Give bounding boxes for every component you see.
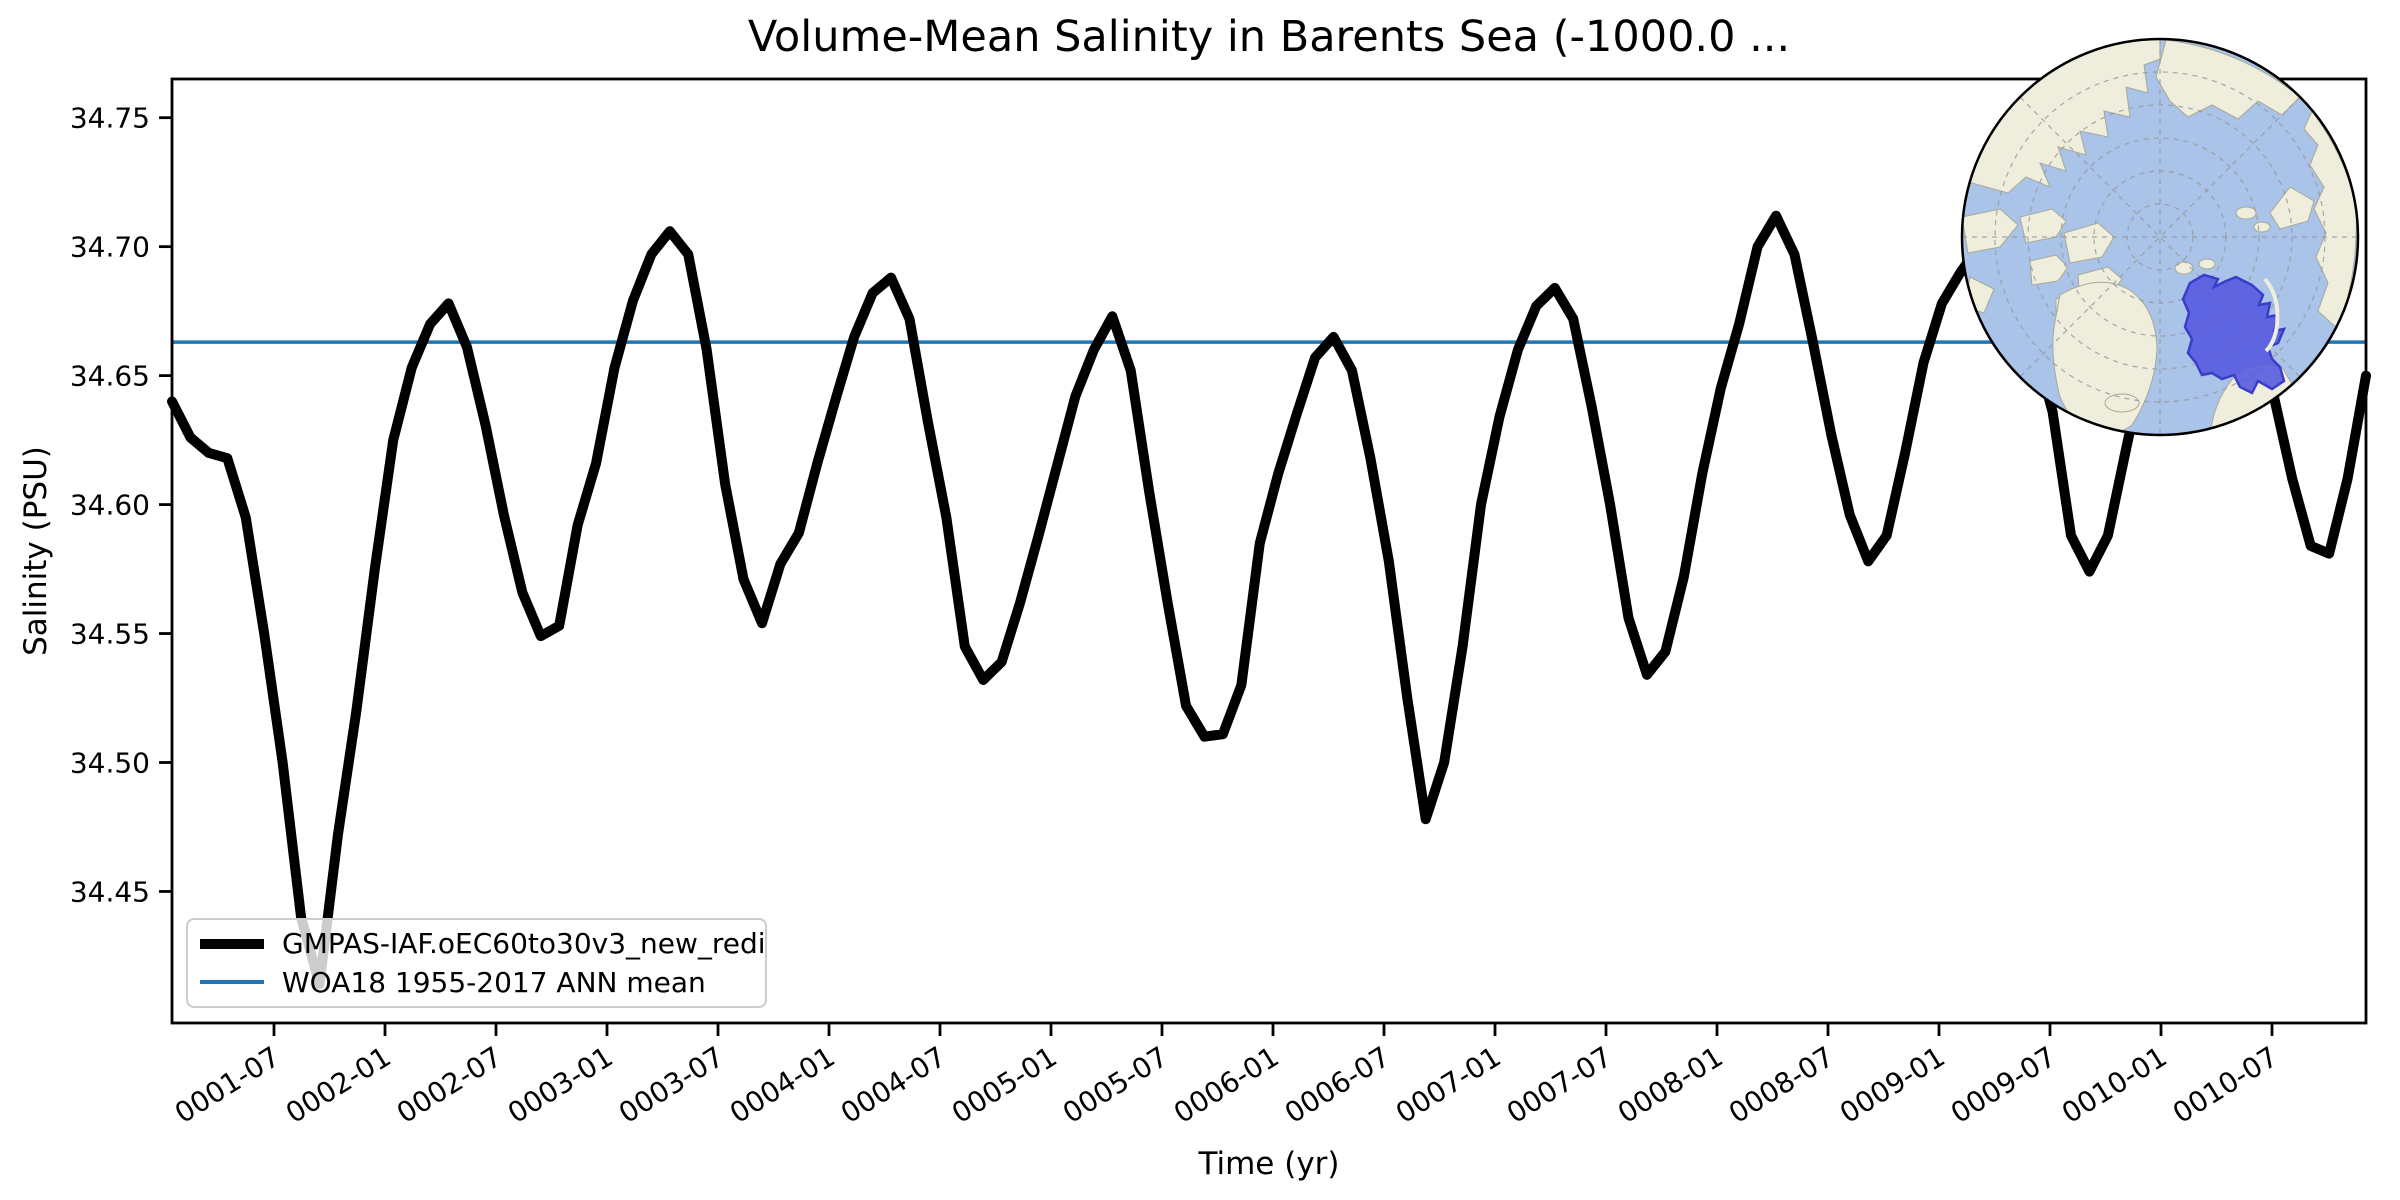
y-tick-label: 34.65 [70,360,150,393]
axes-spines [170,77,2368,1025]
x-tick-label: 0008-01 [1612,1040,1729,1130]
x-tick-label: 0009-01 [1834,1040,1951,1130]
map-novaya-zemlya [2263,277,2280,353]
legend-line-sample-black [200,938,264,949]
x-tick-label: 0009-07 [1945,1040,2062,1130]
x-tick-label: 0004-01 [724,1040,841,1130]
legend: GMPAS-IAF.oEC60to30v3_new_redi WOA18 195… [186,918,767,1008]
x-tick-label: 0007-01 [1390,1040,1507,1130]
map-land [1962,39,2357,435]
inset-map [1960,37,2360,437]
x-tick-label: 0002-01 [280,1040,397,1130]
y-tick-label: 34.55 [70,618,150,651]
legend-item: GMPAS-IAF.oEC60to30v3_new_redi [200,927,766,961]
legend-item: WOA18 1955-2017 ANN mean [200,966,765,999]
x-tick-label: 0008-07 [1723,1040,1840,1130]
legend-label-model: GMPAS-IAF.oEC60to30v3_new_redi [282,927,766,961]
y-tick-label: 34.50 [70,746,150,779]
y-tick-label: 34.60 [70,489,150,522]
y-tick-label: 34.70 [70,231,150,264]
x-tick-label: 0006-01 [1168,1040,1285,1130]
x-tick-label: 0007-07 [1501,1040,1618,1130]
x-tick-label: 0010-01 [2056,1040,2173,1130]
map-circle-border [1960,37,2360,437]
x-tick-label: 0004-07 [835,1040,952,1130]
y-tick-label: 34.75 [70,102,150,135]
y-axis-label: Salinity (PSU) [18,446,54,656]
x-tick-label: 0010-07 [2167,1040,2284,1130]
chart-title: Volume-Mean Salinity in Barents Sea (-10… [747,12,1791,62]
x-axis-label: Time (yr) [1198,1146,1340,1182]
x-tick-label: 0005-01 [946,1040,1063,1130]
legend-line-sample-blue [200,980,264,985]
y-tick-label: 34.45 [70,875,150,908]
x-tick-label: 0006-07 [1279,1040,1396,1130]
x-tick-label: 0002-07 [391,1040,508,1130]
x-tick-label: 0005-07 [1057,1040,1174,1130]
map-highlight-barents-sea [2181,273,2287,395]
x-tick-label: 0001-07 [169,1040,286,1130]
legend-label-woa18: WOA18 1955-2017 ANN mean [282,965,706,999]
map-graticule [1962,39,2358,435]
x-tick-label: 0003-01 [502,1040,619,1130]
x-tick-label: 0003-07 [613,1040,730,1130]
